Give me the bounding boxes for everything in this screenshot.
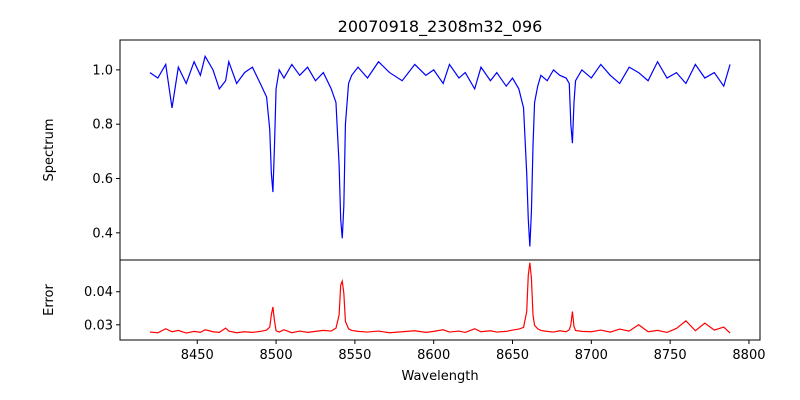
error-y-tick-label: 0.04 xyxy=(84,285,113,300)
error-plot-frame xyxy=(119,259,761,341)
x-tick-label: 8700 xyxy=(575,348,608,363)
x-tick-label: 8450 xyxy=(181,348,214,363)
x-tick-label: 8650 xyxy=(496,348,529,363)
x-tick-label: 8500 xyxy=(260,348,293,363)
x-tick-label: 8550 xyxy=(338,348,371,363)
spectrum-y-tick-label: 1.0 xyxy=(92,63,113,78)
error-series-line xyxy=(149,262,731,334)
x-tick-label: 8600 xyxy=(417,348,450,363)
error-y-tick-label: 0.03 xyxy=(84,318,113,333)
spectrum-y-tick-label: 0.4 xyxy=(92,226,113,241)
chart-title: 20070918_2308m32_096 xyxy=(338,17,543,37)
x-axis-label: Wavelength xyxy=(401,369,478,384)
error-y-axis: 0.03 0.04 xyxy=(84,285,120,333)
error-panel: 0.03 0.04 Error xyxy=(42,259,761,341)
spectrum-panel: 0.4 0.6 0.8 1.0 Spectrum xyxy=(42,39,761,261)
spectrum-series-line xyxy=(149,54,731,247)
x-tick-label: 8800 xyxy=(732,348,765,363)
spectrum-y-axis: 0.4 0.6 0.8 1.0 xyxy=(92,63,120,241)
spectrum-y-tick-label: 0.8 xyxy=(92,118,113,133)
x-axis: 8450 8500 8550 8600 8650 8700 8750 8800 xyxy=(181,340,766,363)
x-tick-label: 8750 xyxy=(654,348,687,363)
spectrum-y-tick-label: 0.6 xyxy=(92,172,113,187)
spectrum-y-axis-label: Spectrum xyxy=(42,119,57,182)
error-y-axis-label: Error xyxy=(42,284,57,316)
